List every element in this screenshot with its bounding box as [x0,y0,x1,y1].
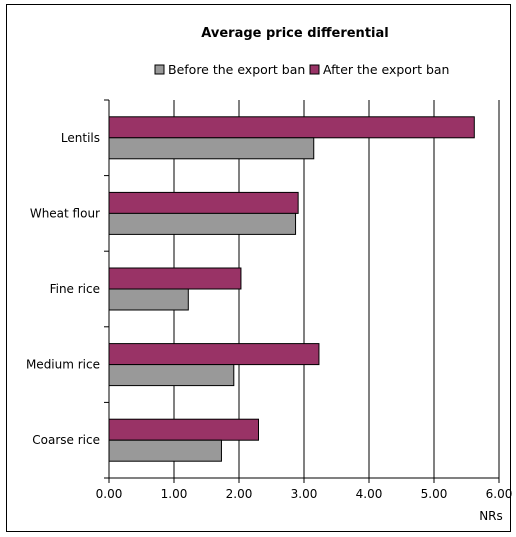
category-label-0: Lentils [61,131,100,145]
bar-wheat-flour-before [108,212,297,235]
bar-fine-rice-after [108,267,242,290]
x-tick-label-1: 1.00 [161,487,188,501]
category-label-2: Fine rice [50,282,100,296]
bar-lentils-before [108,137,315,160]
x-tick-label-3: 3.00 [291,487,318,501]
legend-swatch-after [309,64,320,75]
bars [108,116,475,462]
axis-labels: 0.00 1.00 2.00 3.00 4.00 5.00 6.00 Lentils Wheat… [26,131,512,501]
x-tick-label-2: 2.00 [226,487,253,501]
legend-label-before: Before the export ban [168,62,305,77]
bar-coarse-rice-after [108,418,259,441]
axes [104,99,500,483]
x-tick-label-4: 4.00 [356,487,383,501]
bar-lentils-after [108,116,475,139]
legend-swatch-before [154,64,165,75]
bar-fine-rice-before [108,288,189,311]
bar-medium-rice-after [108,343,320,366]
category-label-3: Medium rice [26,358,100,372]
x-tick-label-5: 5.00 [421,487,448,501]
chart-title: Average price differential [201,26,388,41]
chart-legend: Before the export ban After the export b… [154,62,449,77]
gridlines [173,100,500,478]
x-tick-label-0: 0.00 [96,487,123,501]
bar-coarse-rice-before [108,439,222,462]
category-label-4: Coarse rice [32,433,100,447]
x-axis-label: NRs [479,509,503,523]
chart-frame [6,4,511,532]
bar-medium-rice-before [108,364,235,387]
bar-wheat-flour-after [108,191,299,214]
category-label-1: Wheat flour [30,206,100,220]
legend-label-after: After the export ban [323,62,449,77]
x-tick-label-6: 6.00 [486,487,513,501]
